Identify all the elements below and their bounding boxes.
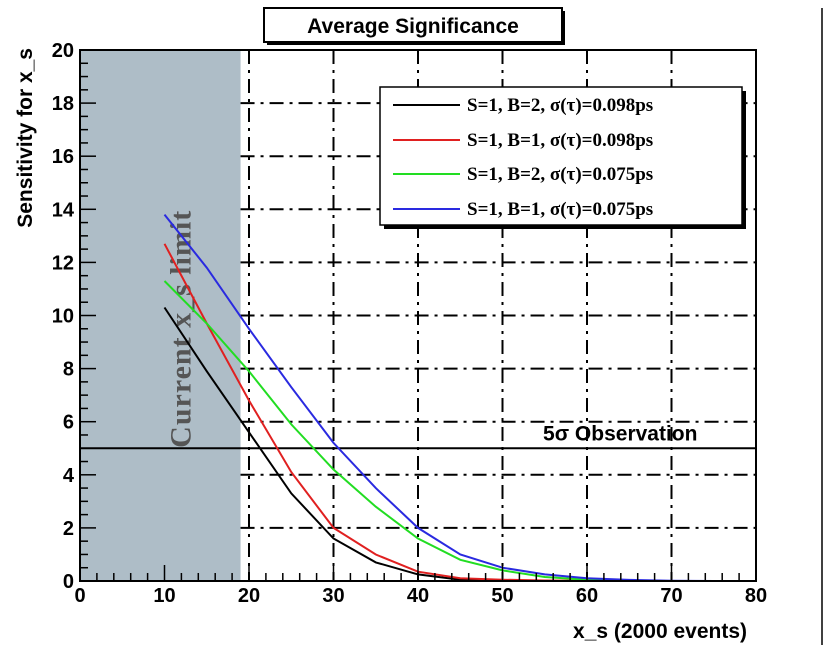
x-tick-label: 40 xyxy=(407,585,429,607)
x-tick-label: 60 xyxy=(576,585,598,607)
y-axis-ticks: 0 2 4 6 8 10 12 14 16 18 20 xyxy=(52,40,96,593)
excluded-region-label: Current x_s limit xyxy=(164,210,197,448)
x-tick-label: 10 xyxy=(153,585,175,607)
y-tick-label: 14 xyxy=(52,199,75,221)
y-axis-title: Sensitivity for x_s xyxy=(14,48,37,228)
legend-label-1: S=1, B=2, σ(τ)=0.098ps xyxy=(467,95,653,116)
x-tick-label: 0 xyxy=(74,585,85,607)
legend: S=1, B=2, σ(τ)=0.098ps S=1, B=1, σ(τ)=0.0… xyxy=(379,86,746,229)
legend-label-3: S=1, B=2, σ(τ)=0.075ps xyxy=(467,164,653,185)
y-tick-label: 8 xyxy=(63,359,74,381)
observation-threshold-label: 5σ Observation xyxy=(543,422,697,445)
y-tick-label: 4 xyxy=(63,465,75,487)
x-axis-title: x_s (2000 events) xyxy=(573,620,747,643)
title-frame xyxy=(263,7,563,43)
y-tick-label: 12 xyxy=(52,252,74,274)
x-tick-label: 80 xyxy=(745,585,767,607)
x-tick-label: 30 xyxy=(322,585,344,607)
y-tick-label: 6 xyxy=(63,412,74,434)
y-tick-label: 20 xyxy=(52,40,74,62)
y-tick-label: 2 xyxy=(63,518,74,540)
x-tick-label: 50 xyxy=(491,585,513,607)
chart-title-box: Average Significance xyxy=(263,7,565,45)
y-tick-label: 0 xyxy=(63,571,74,593)
x-axis-ticks: 0 10 20 30 40 50 60 70 80 xyxy=(74,565,767,607)
chart-title: Average Significance xyxy=(307,15,519,38)
x-tick-label: 70 xyxy=(660,585,682,607)
x-tick-label: 20 xyxy=(238,585,260,607)
y-tick-label: 18 xyxy=(52,93,74,115)
legend-label-2: S=1, B=1, σ(τ)=0.098ps xyxy=(467,130,653,151)
y-tick-label: 10 xyxy=(52,306,74,328)
legend-frame xyxy=(379,86,743,226)
legend-label-4: S=1, B=1, σ(τ)=0.075ps xyxy=(467,199,653,220)
y-tick-label: 16 xyxy=(52,146,74,168)
excluded-region xyxy=(80,50,241,581)
